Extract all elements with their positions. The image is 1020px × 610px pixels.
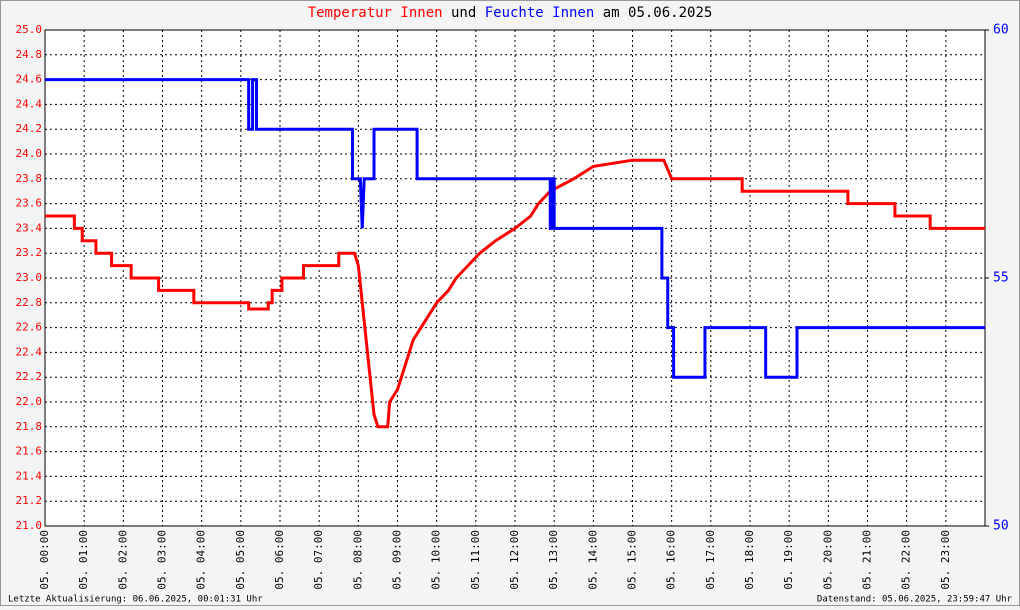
y-tick-label: 23.2 xyxy=(16,246,43,259)
y-tick-label: 25.0 xyxy=(16,23,43,36)
y-tick-label: 24.4 xyxy=(16,97,43,110)
x-tick-label: 05. 18:00 xyxy=(743,530,756,590)
x-tick-label: 05. 13:00 xyxy=(547,530,560,590)
y-tick-label: 23.0 xyxy=(16,271,43,284)
x-tick-label: 05. 06:00 xyxy=(273,530,286,590)
x-tick-label: 05. 10:00 xyxy=(430,530,443,590)
y-tick-label: 23.8 xyxy=(16,172,43,185)
y-tick-label: 23.6 xyxy=(16,197,43,210)
y-tick-label: 21.8 xyxy=(16,420,43,433)
y-tick-label: 22.6 xyxy=(16,321,43,334)
y-tick-label: 24.8 xyxy=(16,48,43,61)
title-suffix: am 05.06.2025 xyxy=(603,5,713,21)
chart-title: Temperatur Innen und Feuchte Innen am 05… xyxy=(308,5,713,21)
footer-right: Datenstand: 05.06.2025, 23:59:47 Uhr xyxy=(817,595,1013,605)
title-series-1: Temperatur Innen xyxy=(308,5,443,21)
x-tick-label: 05. 01:00 xyxy=(77,530,90,590)
y-tick-label: 21.2 xyxy=(16,494,43,507)
y-tick-label: 22.0 xyxy=(16,395,43,408)
x-tick-label: 05. 21:00 xyxy=(861,530,874,590)
y-tick-label: 23.4 xyxy=(16,221,43,234)
x-tick-label: 05. 20:00 xyxy=(821,530,834,590)
x-tick-label: 05. 08:00 xyxy=(351,530,364,590)
y-tick-label: 24.0 xyxy=(16,147,43,160)
y-tick-label: 24.2 xyxy=(16,122,43,135)
y2-tick-label: 50 xyxy=(993,519,1009,534)
x-tick-label: 05. 02:00 xyxy=(116,530,129,590)
x-tick-label: 05. 11:00 xyxy=(469,530,482,590)
y-tick-label: 22.4 xyxy=(16,345,43,358)
footer-left: Letzte Aktualisierung: 06.06.2025, 00:01… xyxy=(8,595,263,605)
x-tick-label: 05. 04:00 xyxy=(195,530,208,590)
title-series-2: Feuchte Innen xyxy=(485,5,595,21)
x-tick-label: 05. 14:00 xyxy=(586,530,599,590)
x-tick-label: 05. 05:00 xyxy=(234,530,247,590)
x-tick-label: 05. 17:00 xyxy=(704,530,717,590)
y-tick-label: 22.8 xyxy=(16,296,43,309)
y-tick-label: 21.4 xyxy=(16,469,43,482)
plot-border xyxy=(44,29,986,527)
x-tick-label: 05. 00:00 xyxy=(38,530,51,590)
y-tick-label: 21.0 xyxy=(16,519,43,532)
data-line xyxy=(45,158,985,429)
x-tick-label: 05. 16:00 xyxy=(665,530,678,590)
y-tick-label: 24.6 xyxy=(16,73,43,86)
x-tick-label: 05. 07:00 xyxy=(312,530,325,590)
x-tick-label: 05. 15:00 xyxy=(626,530,639,590)
x-tick-label: 05. 22:00 xyxy=(900,530,913,590)
x-tick-label: 05. 12:00 xyxy=(508,530,521,590)
data-line xyxy=(45,78,985,379)
x-tick-label: 05. 19:00 xyxy=(782,530,795,590)
title-connector: und xyxy=(451,5,476,21)
y-tick-label: 22.2 xyxy=(16,370,43,383)
x-tick-label: 05. 09:00 xyxy=(391,530,404,590)
x-tick-label: 05. 03:00 xyxy=(156,530,169,590)
y2-tick-label: 55 xyxy=(993,271,1009,286)
y-tick-label: 21.6 xyxy=(16,445,43,458)
x-tick-label: 05. 23:00 xyxy=(939,530,952,590)
y2-tick-label: 60 xyxy=(993,23,1009,38)
